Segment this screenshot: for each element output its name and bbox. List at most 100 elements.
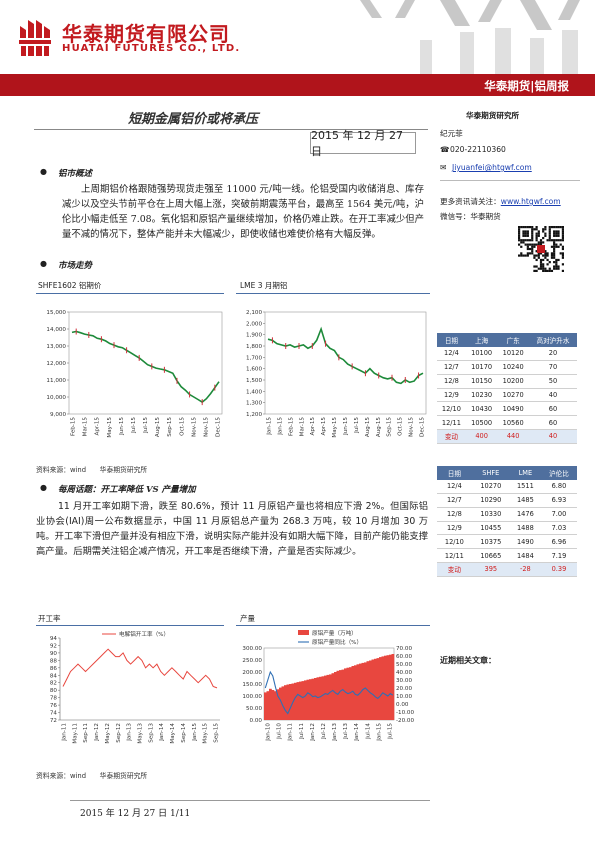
institute-name: 华泰期货研究所: [466, 111, 520, 120]
qr-module: [544, 252, 547, 255]
x-tick-label: Dec-15: [216, 417, 222, 437]
x-tick-label: May-14: [170, 723, 176, 744]
qr-module: [524, 226, 527, 229]
qr-module: [548, 226, 551, 229]
table-cell: 12/11: [437, 548, 472, 564]
qr-module: [535, 250, 538, 253]
table-cell: 1488: [509, 521, 541, 536]
qr-module: [539, 258, 543, 262]
table-cell: 12/9: [437, 521, 472, 536]
weekly-paragraph: 11 月开工率如期下滑，跌至 80.6%，预计 11 月原铝产量也将相应下滑 2…: [36, 501, 428, 557]
x-tick-label: Jun-15: [343, 417, 349, 436]
qr-module: [553, 241, 556, 244]
legend-label: 电解铝开工率（%）: [119, 630, 169, 638]
qr-module: [535, 232, 538, 235]
recent-articles-heading: 近期相关文章：: [440, 656, 496, 665]
x-tick-label: Apr-15: [95, 417, 101, 436]
header-bar-label: 华泰期货|铝周报: [484, 79, 569, 93]
production-bar: [306, 679, 310, 720]
qr-module: [561, 228, 564, 231]
production-bar: [324, 675, 327, 720]
qr-module: [520, 245, 523, 248]
qr-module: [535, 234, 538, 237]
chart-title-underline: [36, 625, 224, 626]
table-row: 12/4 10100 10120 20: [437, 346, 577, 362]
x-tick-label: May-13: [138, 723, 144, 744]
website-link[interactable]: www.htgwf.com: [500, 197, 561, 206]
table-cell: 1511: [509, 479, 541, 495]
y-tick-label: 9,000: [50, 412, 66, 418]
table-row: 12/8 10330 1476 7.00: [437, 507, 577, 522]
y-tick-label-right: 20.00: [396, 686, 412, 692]
qr-module: [553, 250, 556, 253]
legend-label: 原铝产量同比（%）: [312, 638, 362, 646]
x-tick-label: Nov-15: [203, 417, 209, 437]
qr-module: [526, 232, 529, 235]
x-tick-label: Jan-15: [277, 417, 283, 436]
qr-module: [537, 243, 540, 246]
y-tick-label-right: 10.00: [396, 694, 412, 700]
qr-module: [557, 267, 560, 270]
qr-module: [542, 236, 545, 240]
qr-module: [518, 230, 521, 233]
qr-module: [531, 252, 534, 255]
production-bar: [271, 690, 275, 720]
y-tick-label: 2,100: [246, 310, 262, 316]
table-cell: 440: [497, 429, 529, 444]
table-cell: 6.80: [540, 479, 577, 495]
analyst-phone: 020-22110360: [450, 145, 506, 154]
email-icon: ✉: [440, 163, 447, 172]
qr-module: [524, 243, 527, 246]
qr-module: [557, 234, 560, 237]
table-cell: 70: [528, 360, 577, 375]
footer-page-info: 2015 年 12 月 27 日 1/11: [80, 809, 191, 819]
table-cell: 12/10: [437, 401, 466, 417]
qr-module: [518, 254, 521, 257]
qr-module: [553, 252, 556, 255]
y-tick-label: 94: [50, 636, 58, 642]
qr-module: [531, 234, 534, 237]
qr-module: [544, 269, 547, 272]
qr-module: [544, 256, 547, 259]
table-cell: 1484: [509, 548, 541, 564]
table-cell: 0.39: [540, 562, 577, 577]
x-tick-label: Jul-15: [131, 417, 137, 434]
production-bar: [274, 691, 277, 720]
y-tick-label: 13,000: [46, 344, 66, 350]
qr-module: [537, 267, 540, 270]
table-cell: 10455: [471, 521, 510, 536]
y-tick-label-right: -10.00: [396, 710, 414, 716]
table-cell: 上海: [465, 333, 498, 347]
table-cell: 10200: [497, 374, 529, 389]
qr-module: [542, 230, 545, 233]
yoy-line: [264, 670, 394, 715]
qr-module: [546, 252, 549, 255]
section-heading-weekly: 每周话题：开工率降低 VS 产量增加: [58, 485, 196, 495]
price-line: [267, 326, 424, 385]
production-bar: [334, 672, 337, 720]
qr-module: [522, 232, 525, 235]
qr-module: [520, 254, 523, 257]
table-cell: 高对沪升水: [528, 333, 577, 347]
analyst-email[interactable]: Jiyuanfei@htgwf.com: [452, 163, 532, 172]
x-tick-label: Jul-15: [143, 417, 149, 434]
table-cell: 10270: [471, 479, 510, 495]
table-cell: 12/7: [437, 493, 472, 508]
qr-module: [548, 232, 551, 235]
table-cell: 1485: [509, 493, 541, 508]
production-bar: [281, 686, 285, 720]
table-cell: 10100: [465, 346, 498, 362]
qr-module: [526, 254, 529, 257]
qr-module: [553, 239, 556, 242]
production-bar: [321, 676, 325, 720]
chart-title-underline: [236, 293, 430, 294]
qr-module: [522, 241, 525, 244]
x-tick-label: Jan-12: [310, 723, 316, 742]
x-tick-label: Jan-13: [332, 723, 338, 742]
y-tick-label-right: 60.00: [396, 654, 412, 660]
x-tick-label: Jul-11: [299, 723, 305, 740]
table-cell: LME: [509, 466, 541, 480]
qr-module: [548, 230, 551, 233]
qr-module: [561, 269, 564, 272]
section-heading-market: 铝市概述: [58, 169, 93, 179]
